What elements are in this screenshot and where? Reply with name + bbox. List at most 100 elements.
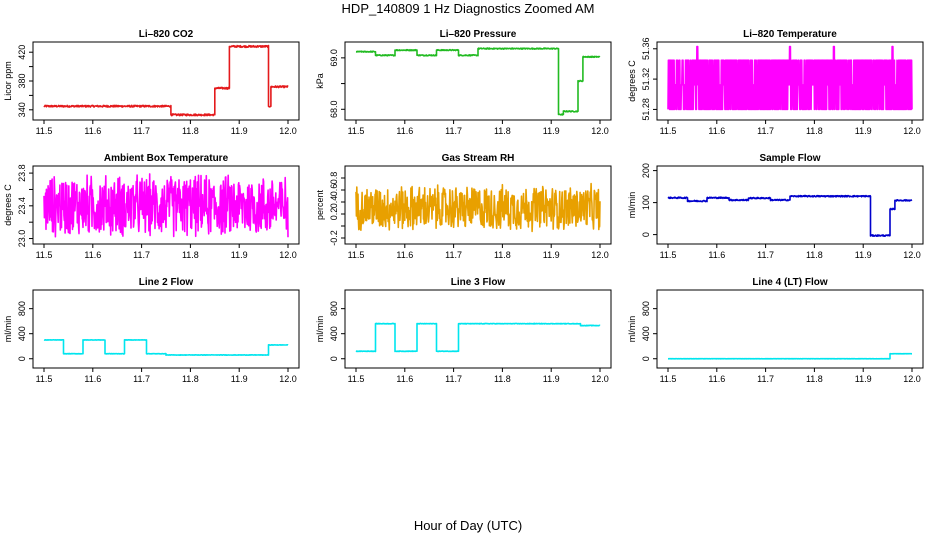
plot-frame [32,165,300,245]
panel-title: Gas Stream RH [442,153,515,164]
y-tick-label: 400 [17,326,27,341]
y-axis-label: ml/min [315,316,325,343]
y-tick-label: 400 [329,326,339,341]
y-tick-label: -0.2 [329,230,339,246]
x-tick-label: 12.0 [591,250,609,260]
y-axis-label: ml/min [627,316,637,343]
y-tick-label: 0.4 [329,196,339,209]
x-tick-label: 11.9 [855,250,872,260]
y-axis-label: degrees C [3,184,13,226]
x-tick-label: 11.7 [445,126,462,136]
figure-title: HDP_140809 1 Hz Diagnostics Zoomed AM [341,1,595,16]
x-tick-label: 11.6 [84,250,101,260]
x-tick-label: 11.9 [543,374,560,384]
panel-title: Li–820 Pressure [440,29,517,40]
x-tick-label: 11.6 [396,374,413,384]
x-tick-label: 11.7 [757,126,774,136]
x-tick-label: 11.8 [806,126,823,136]
x-tick-label: 12.0 [591,374,609,384]
x-tick-label: 11.5 [36,250,53,260]
data-line [355,47,601,116]
panel-title: Line 2 Flow [139,277,194,288]
x-tick-label: 11.9 [855,126,872,136]
y-axis-label: percent [315,189,325,220]
x-tick-label: 11.5 [36,126,53,136]
x-tick-label: 12.0 [591,126,609,136]
panel-2: Li–820 Pressure 11.5 11.6 11.7 11.8 11.9 12.0 6… [315,29,612,136]
panel-8: Line 3 Flow 11.5 11.6 11.7 11.8 11.9 12.0 0 400 8… [315,277,612,384]
y-tick-label: 0.6 [329,184,339,197]
x-tick-label: 11.7 [757,374,774,384]
x-tick-label: 12.0 [903,250,921,260]
panel-title: Li–820 Temperature [743,29,837,40]
x-tick-label: 12.0 [279,250,297,260]
x-tick-label: 11.9 [231,374,248,384]
x-tick-label: 11.8 [182,374,199,384]
panel-4: Ambient Box Temperature 11.5 11.6 11.7 11.8 1… [3,153,300,260]
x-tick-label: 11.6 [84,374,101,384]
x-tick-label: 12.0 [903,126,921,136]
plot-frame [656,289,924,369]
y-axis-label: kPa [315,73,325,89]
x-tick-label: 11.9 [855,374,872,384]
x-tick-label: 11.5 [660,126,677,136]
data-line [43,173,289,238]
y-tick-label: 51.28 [641,98,651,121]
x-tick-label: 11.8 [182,126,199,136]
y-tick-label: 23.4 [17,197,27,215]
y-tick-label: 51.36 [641,38,651,61]
data-line [667,45,913,111]
x-tick-label: 11.5 [348,374,365,384]
x-tick-label: 11.9 [231,250,248,260]
data-line [43,44,289,117]
x-tick-label: 11.8 [494,250,511,260]
x-tick-label: 11.7 [133,374,150,384]
plot-frame [344,165,612,245]
plot-frame [344,289,612,369]
y-tick-label: 380 [17,73,27,88]
y-tick-label: 69.0 [329,49,339,67]
y-tick-label: 0 [329,356,339,361]
y-tick-label: 23.8 [17,164,27,182]
panel-title: Line 3 Flow [451,277,506,288]
x-tick-label: 11.9 [231,126,248,136]
y-axis-label: ml/min [627,192,637,219]
y-tick-label: 800 [17,301,27,316]
panel-6: Sample Flow 11.5 11.6 11.7 11.8 11.9 12.0 0 100 2… [627,153,924,260]
plot-frame [656,165,924,245]
data-line [355,322,601,353]
x-tick-label: 11.6 [84,126,101,136]
x-tick-label: 11.5 [348,126,365,136]
panel-7: Line 2 Flow 11.5 11.6 11.7 11.8 11.9 12.0 0 400 8… [3,277,300,384]
y-tick-label: 0 [641,232,651,237]
panel-title: Line 4 (LT) Flow [752,277,828,288]
x-tick-label: 12.0 [903,374,921,384]
y-tick-label: 0 [641,356,651,361]
x-tick-label: 11.7 [133,250,150,260]
x-tick-label: 11.8 [806,374,823,384]
y-tick-label: 68.0 [329,101,339,119]
x-tick-label: 11.9 [543,126,560,136]
x-tick-label: 11.7 [445,374,462,384]
y-tick-label: 0 [17,356,27,361]
x-tick-label: 11.5 [36,374,53,384]
plot-frame [32,41,300,121]
y-tick-label: 0.2 [329,208,339,221]
x-tick-label: 11.8 [806,250,823,260]
y-tick-label: 800 [641,301,651,316]
plot-frame [32,289,300,369]
data-line [667,194,913,237]
x-tick-label: 12.0 [279,374,297,384]
x-tick-label: 12.0 [279,126,297,136]
data-line [43,339,289,356]
y-tick-label: 400 [641,326,651,341]
y-tick-label: 420 [17,45,27,60]
x-tick-label: 11.6 [708,250,725,260]
panel-3: Li–820 Temperature 11.5 11.6 11.7 11.8 11.9 12… [627,29,924,136]
x-tick-label: 11.8 [494,374,511,384]
panel-5: Gas Stream RH 11.5 11.6 11.7 11.8 11.9 12.0 -0.… [315,153,612,260]
x-tick-label: 11.6 [708,374,725,384]
y-tick-label: 200 [641,163,651,178]
y-tick-label: 51.32 [641,68,651,91]
x-tick-label: 11.8 [494,126,511,136]
